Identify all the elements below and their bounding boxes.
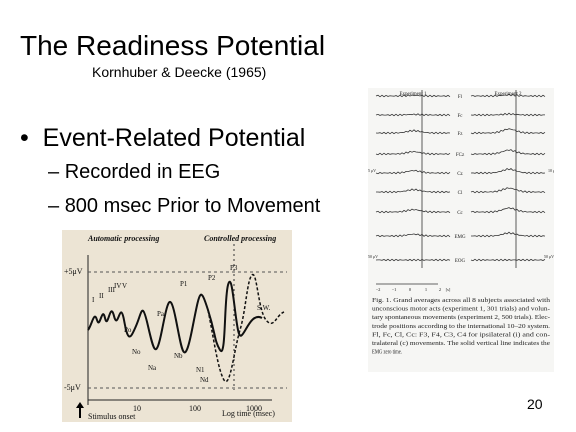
scale-label: 50 μV <box>368 254 378 259</box>
caption-line: Fl, Fc, Cl, Cc: F3, F4, C3, C4 for ipsil… <box>372 331 550 338</box>
component-label: Po <box>124 326 132 334</box>
channel-label: Cc <box>457 211 463 216</box>
x-tick-label: 100 <box>189 404 201 413</box>
channel-label: EOG <box>455 259 466 264</box>
y-label: -5μV <box>64 383 81 392</box>
time-tick: [s] <box>446 287 451 292</box>
trace <box>375 129 451 135</box>
component-label: III <box>108 286 116 294</box>
sub-bullet-text: 800 msec Prior to Movement <box>64 195 321 217</box>
onset-arrowhead <box>76 402 84 408</box>
trace <box>470 258 546 262</box>
trace <box>375 258 451 262</box>
sub-bullet-text: Recorded in EEG <box>64 161 221 183</box>
caption-line: trode positions according to the interna… <box>372 323 551 330</box>
x-label: Log time (msec) <box>222 409 275 418</box>
channel-label: FCz <box>456 153 465 158</box>
trace <box>470 112 545 117</box>
trace <box>470 207 546 214</box>
scale-label: 50 μV <box>544 254 554 259</box>
slide-subtitle: Kornhuber & Deecke (1965) <box>92 64 267 80</box>
erp-figure: Automatic processing Controlled processin… <box>62 230 292 422</box>
component-label: II <box>99 292 104 300</box>
component-label: N1 <box>196 366 205 374</box>
time-tick: −2 <box>376 287 381 292</box>
trace <box>470 93 546 98</box>
waveform-dashed <box>207 274 285 383</box>
trace <box>470 167 546 175</box>
caption-line: Fig. 1. Grand averages across all 8 subj… <box>372 297 551 304</box>
component-label: Na <box>148 364 157 372</box>
component-label: Nd <box>200 376 209 384</box>
time-tick: 1 <box>425 287 427 292</box>
channel-label: EMG <box>454 235 466 240</box>
trace <box>375 208 451 214</box>
scale-label: 10 μV <box>548 168 554 173</box>
trace <box>470 128 546 135</box>
caption-line: tary spontaneous movements (experiment 2… <box>372 314 550 321</box>
bullet: • Event-Related Potential <box>20 124 306 152</box>
trace <box>375 113 451 117</box>
scale-label: 5 μV <box>368 168 376 173</box>
component-label: P1 <box>180 280 188 288</box>
sub-bullet: – 800 msec Prior to Movement <box>48 195 321 217</box>
waveform <box>87 280 263 354</box>
caption-line: unconscious motor acts (experiment 1, 30… <box>372 306 550 313</box>
slide-title: The Readiness Potential <box>20 30 326 61</box>
component-label: No <box>132 348 141 356</box>
paper <box>368 88 554 372</box>
component-label: S.W. <box>257 304 271 312</box>
column-header: Experiment 1 <box>399 92 427 97</box>
page-number: 20 <box>527 396 543 412</box>
channel-label: Fz <box>458 132 464 137</box>
eeg-figure: Experiment 1 Experiment 2 Fl Fc Fz FCz Cz Cl Cc E… <box>368 88 554 372</box>
onset-label: Stimulus onset <box>88 412 136 421</box>
caption-line: EMG zero time. <box>372 349 402 356</box>
header: Controlled processing <box>204 234 276 243</box>
component-label: Nb <box>174 352 183 360</box>
trace <box>470 187 546 194</box>
trace <box>375 169 451 175</box>
y-label: +5μV <box>64 267 83 276</box>
trace <box>375 233 451 238</box>
component-label: P2 <box>208 274 216 282</box>
trace <box>375 94 451 98</box>
component-label: V <box>122 282 127 290</box>
sub-bullet: – Recorded in EEG <box>48 161 221 183</box>
trace <box>470 149 546 156</box>
trace <box>471 231 546 238</box>
channel-label: Fc <box>458 114 464 119</box>
channel-label: Cz <box>457 172 463 177</box>
column-header: Experiment 2 <box>494 92 522 97</box>
component-label: Pa <box>157 310 165 318</box>
x-tick-label: 10 <box>133 404 141 413</box>
component-label: I <box>92 296 95 304</box>
x-tick-label: 1000 <box>246 404 262 413</box>
channel-label: Fl <box>458 95 463 100</box>
component-label: IV <box>114 282 121 290</box>
caption-line: tralateral (c) movements. The solid vert… <box>372 340 550 347</box>
time-tick: 0 <box>409 287 412 292</box>
component-label: P3 <box>230 264 238 272</box>
header: Automatic processing <box>87 234 159 243</box>
trace <box>375 150 451 156</box>
trace <box>376 188 451 194</box>
time-tick: −1 <box>392 287 397 292</box>
bullet-text: Event-Related Potential <box>42 124 306 152</box>
time-tick: 2 <box>439 287 441 292</box>
channel-label: Cl <box>458 191 463 196</box>
